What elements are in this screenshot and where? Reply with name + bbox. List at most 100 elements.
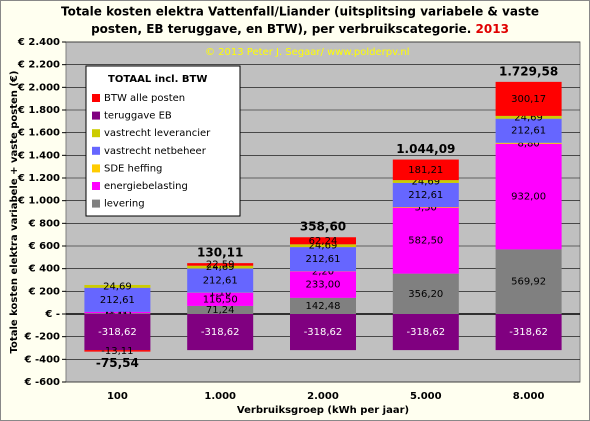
y-tick-label: € 2.400 xyxy=(17,37,60,48)
y-tick-label: € 400 xyxy=(28,264,60,275)
x-tick-label: 2.000 xyxy=(307,391,339,402)
legend-label: energiebelasting xyxy=(104,181,188,192)
bar-segment xyxy=(187,265,254,269)
legend-label: BTW alle posten xyxy=(104,93,185,104)
bar-segment xyxy=(392,159,459,181)
bar-segment xyxy=(392,314,459,351)
data-label: 2,20 xyxy=(312,266,334,277)
data-label: 233,00 xyxy=(306,280,341,291)
y-tick-label: € 200 xyxy=(28,286,60,297)
chart-title-line2: posten, EB teruggave, en BTW), per verbr… xyxy=(91,22,509,36)
y-tick-label: € 1.400 xyxy=(17,150,60,161)
legend-title: TOTAAL incl. BTW xyxy=(108,74,207,85)
y-tick-label: € -400 xyxy=(24,354,61,365)
data-label: 24,69 xyxy=(309,241,338,252)
legend-label: vastrecht leverancier xyxy=(104,128,211,139)
bar-segment xyxy=(187,263,254,266)
y-tick-label: € -600 xyxy=(24,377,61,388)
y-tick-label: € 1.800 xyxy=(17,105,60,116)
data-label: 5,50 xyxy=(415,202,437,213)
data-label: -318,62 xyxy=(406,327,445,338)
legend-swatch xyxy=(92,164,100,173)
x-tick-label: 8.000 xyxy=(513,391,545,402)
bar-segment xyxy=(187,292,254,306)
data-label: 24,69 xyxy=(206,262,235,273)
bar-segment xyxy=(84,311,151,314)
legend-swatch xyxy=(92,129,100,138)
y-tick-label: € 600 xyxy=(28,241,60,252)
data-label: -13,11 xyxy=(101,346,133,357)
bar-segment xyxy=(84,284,151,288)
bar-segment xyxy=(84,314,151,351)
bar-segment xyxy=(84,287,151,312)
data-label: -318,62 xyxy=(304,327,343,338)
data-label: 116,50 xyxy=(203,294,238,305)
bar-segment xyxy=(495,314,562,351)
data-label: 0,11 xyxy=(106,307,128,318)
data-label: 11,65 xyxy=(103,308,132,319)
data-label: 212,61 xyxy=(203,276,238,287)
data-label: -318,62 xyxy=(509,327,548,338)
title-year: 2013 xyxy=(476,22,509,36)
data-label: 1,10 xyxy=(209,288,231,299)
data-label: 356,20 xyxy=(408,289,443,300)
data-label: 24,69 xyxy=(103,281,132,292)
y-tick-label: € 1.200 xyxy=(17,173,60,184)
legend-swatch xyxy=(92,146,100,155)
data-label: 569,92 xyxy=(511,277,546,288)
bar-segment xyxy=(392,273,459,314)
legend-label: SDE heffing xyxy=(104,163,162,174)
y-tick-label: € - xyxy=(44,309,60,320)
legend: TOTAAL incl. BTW BTW alle posten teruggave… xyxy=(85,65,241,217)
x-axis-label: Verbruiksgroep (kWh per jaar) xyxy=(237,405,409,416)
data-label: 212,61 xyxy=(100,295,135,306)
bar-segment xyxy=(290,271,356,298)
bar-segment xyxy=(392,182,459,207)
bar-segment xyxy=(495,118,562,143)
bar-segment xyxy=(290,314,356,351)
y-tick-label: € 1.000 xyxy=(17,196,60,207)
bar-segment xyxy=(187,268,254,293)
data-label: 932,00 xyxy=(511,192,546,203)
total-label: 358,60 xyxy=(300,220,346,234)
y-tick-label: € 2.200 xyxy=(17,60,60,71)
x-tick-label: 1.000 xyxy=(204,391,236,402)
bar-segment xyxy=(290,244,356,248)
data-label: 181,21 xyxy=(408,165,443,176)
bar-segment xyxy=(495,115,562,119)
bar-segment xyxy=(290,297,356,314)
annotation: © 2013 Peter J. Segaar/ www.polderpv.nl xyxy=(205,47,410,58)
data-label: -318,62 xyxy=(98,327,137,338)
legend-swatch xyxy=(92,182,100,190)
bar-segment xyxy=(392,180,459,183)
bar-segment xyxy=(392,206,459,208)
legend-box xyxy=(85,65,241,217)
x-tick-label: 5.000 xyxy=(410,391,442,402)
y-axis-label: Totale kosten elektra variabele + vaste … xyxy=(9,71,20,354)
y-tick-label: € 800 xyxy=(28,218,60,229)
bar-segment xyxy=(290,247,356,272)
total-label: 1.729,58 xyxy=(499,64,558,78)
bar-segment xyxy=(290,237,356,245)
bar-segment xyxy=(187,314,254,351)
title-text: posten, EB teruggave, en BTW), per verbr… xyxy=(91,22,471,36)
chart-title: Totale kosten elektra Vattenfall/Liander… xyxy=(61,5,539,19)
legend-label: vastrecht netbeheer xyxy=(104,146,207,157)
data-label: 24,69 xyxy=(514,112,543,123)
data-label: 8,80 xyxy=(517,138,539,149)
bar-segment xyxy=(392,207,459,274)
total-label: -75,54 xyxy=(96,356,139,370)
bar-segment xyxy=(495,249,562,314)
legend-label: teruggave EB xyxy=(104,111,172,122)
y-tick-label: € 2.000 xyxy=(17,82,60,93)
legend-swatch xyxy=(92,94,100,102)
bar-segment xyxy=(187,305,254,314)
y-tick-label: € 1.600 xyxy=(17,128,60,139)
data-label: 71,24 xyxy=(206,305,235,316)
bar-segment xyxy=(84,350,151,352)
legend-swatch xyxy=(92,111,100,120)
bar-segment xyxy=(495,142,562,144)
data-label: 582,50 xyxy=(408,236,443,247)
legend-label: levering xyxy=(104,199,145,210)
